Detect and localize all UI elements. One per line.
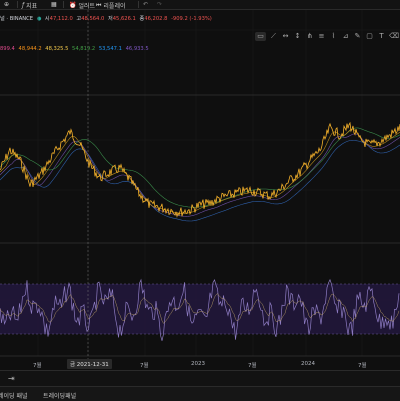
- x-tick-label: 7월: [248, 363, 257, 369]
- text-icon[interactable]: T: [379, 31, 384, 40]
- eraser-icon[interactable]: ⌫: [389, 31, 399, 40]
- brush-icon[interactable]: ✎: [354, 31, 361, 40]
- compare-button[interactable]: ⊕: [4, 1, 9, 8]
- ma-value: 48,944.2: [18, 46, 42, 52]
- low-value: 45,626.1: [112, 16, 136, 22]
- undo-icon: ↶: [143, 1, 149, 8]
- horizontal-line-icon[interactable]: ↔: [282, 31, 289, 40]
- close-label: 종: [139, 16, 145, 22]
- redo-button[interactable]: ↷: [157, 1, 162, 8]
- toolbar-divider: [138, 1, 139, 8]
- alerts-label: 얼러트: [78, 3, 96, 10]
- moving-average-line: [0, 140, 400, 222]
- open-label: 시: [44, 16, 50, 22]
- redo-icon: ↷: [157, 1, 163, 8]
- shapes-icon[interactable]: ▢: [366, 31, 373, 40]
- replay-icon: ⏮: [96, 1, 102, 9]
- ma-value: 899.4: [0, 46, 15, 52]
- ruler-icon[interactable]: ⊿: [342, 31, 349, 40]
- open-value: 47,112.0: [49, 16, 73, 22]
- symbol-name: 널 · BINANCE: [0, 16, 34, 22]
- bottom-toolbar: ⇥: [0, 370, 400, 387]
- x-tick-label: 7월: [358, 363, 367, 369]
- toolbar-divider: [17, 1, 18, 8]
- toolbar-divider: [63, 1, 64, 8]
- grid-icon: ▦: [51, 1, 57, 8]
- alerts-button[interactable]: ⏰ 얼러트: [69, 1, 95, 10]
- panel-tabs: 레이딩 패널 트레이딩패널: [0, 386, 400, 401]
- x-tick-label: 7월: [33, 363, 42, 369]
- replay-button[interactable]: ⏮ 리플레이: [96, 1, 126, 11]
- indicators-button[interactable]: ƒ 지표: [22, 1, 37, 10]
- high-label: 고: [76, 16, 82, 22]
- change-value: -909.2 (-1.93%): [171, 16, 212, 22]
- replay-label: 리플레이: [103, 3, 126, 10]
- pitchfork-icon[interactable]: ⋔: [306, 31, 313, 40]
- rsi-ma-series: [0, 293, 400, 324]
- low-label: 저: [107, 16, 113, 22]
- calendar-goto-icon[interactable]: ⇥: [8, 374, 15, 383]
- vertical-line-icon[interactable]: ↕: [294, 31, 301, 40]
- tab-trading-panel[interactable]: 레이딩 패널: [0, 393, 28, 400]
- crosshair-date-label: 금 2021-12-31: [67, 359, 112, 369]
- ma-value: 46,933.5: [125, 46, 149, 52]
- lock-icon[interactable]: ▭: [255, 31, 266, 41]
- x-tick-label: 2024: [301, 361, 315, 367]
- alarm-clock-icon: ⏰: [69, 2, 77, 9]
- price-series: [0, 121, 400, 218]
- rsi-band: [0, 284, 400, 334]
- ma-legend: 899.4 48,944.2 48,325.5 54,819.2 53,547.…: [0, 46, 151, 52]
- drawing-toolbar: ▭ ⟋ ↔ ↕ ⋔ ≡ ⌇ ⊿ ✎ ▢ T ⌫: [255, 30, 399, 42]
- close-value: 46,202.8: [144, 16, 168, 22]
- indicators-label: 지표: [26, 3, 38, 10]
- ma-value: 48,325.5: [45, 46, 69, 52]
- layouts-button[interactable]: ▦: [51, 1, 57, 8]
- moving-average-line: [0, 133, 400, 217]
- ma-value: 54,819.2: [72, 46, 96, 52]
- fx-icon: ƒ: [22, 2, 25, 9]
- undo-button[interactable]: ↶: [143, 1, 148, 8]
- pattern-icon[interactable]: ⌇: [331, 31, 336, 40]
- top-toolbar: ⊕ ƒ 지표 ▦ ⏰ 얼러트 ⏮ 리플레이 ↶ ↷: [0, 0, 400, 10]
- high-value: 48,564.0: [81, 16, 105, 22]
- fib-icon[interactable]: ≡: [318, 31, 325, 40]
- tab-trading-panel-2[interactable]: 트레이딩패널: [43, 393, 77, 400]
- rsi-series: [0, 278, 400, 341]
- x-tick-label: 2023: [191, 361, 205, 367]
- status-dot-icon: ●: [36, 16, 42, 22]
- moving-average-line: [0, 127, 400, 208]
- plus-circle-icon: ⊕: [4, 1, 10, 8]
- x-tick-label: 7월: [140, 363, 149, 369]
- trend-line-icon[interactable]: ⟋: [271, 31, 276, 40]
- ma-value: 53,547.1: [98, 46, 122, 52]
- symbol-legend: 널 · BINANCE ● 시47,112.0 고48,564.0 저45,62…: [0, 15, 212, 22]
- moving-average-line: [0, 128, 400, 214]
